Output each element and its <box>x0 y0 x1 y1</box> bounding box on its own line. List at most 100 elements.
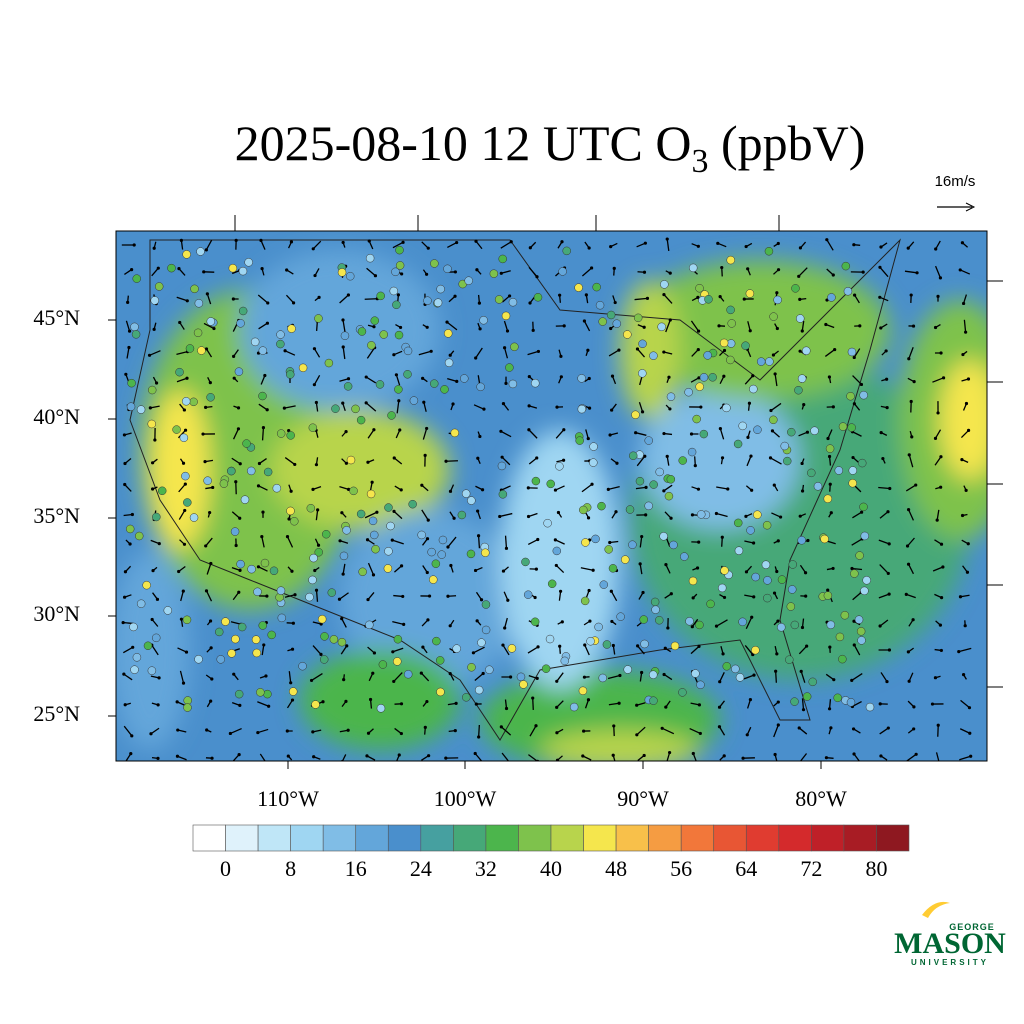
wind-vector-head <box>964 488 968 493</box>
wind-vector <box>339 592 349 600</box>
wind-vector-head <box>232 376 236 380</box>
wind-vector-head <box>256 565 261 569</box>
station <box>648 670 658 679</box>
station <box>375 380 385 389</box>
wind-vector-head <box>509 240 513 244</box>
wind-vector <box>905 484 917 492</box>
colorbar-label: 16 <box>345 856 367 881</box>
wind-vector <box>799 753 808 761</box>
wind-vector <box>475 347 483 359</box>
logo-flame <box>922 901 950 918</box>
wind-vector-head <box>560 240 564 244</box>
wind-vector-head <box>396 293 400 297</box>
wind-vector-head <box>609 326 613 331</box>
station <box>130 665 139 674</box>
wind-vector-head <box>853 293 857 297</box>
station <box>581 538 590 547</box>
wind-vector-head <box>906 508 911 512</box>
station <box>787 585 797 594</box>
station <box>664 491 674 501</box>
station <box>383 564 393 573</box>
wind-vector <box>503 347 509 359</box>
station <box>530 617 540 627</box>
colorbar-swatch <box>550 824 584 852</box>
station <box>172 425 181 434</box>
wind-vector-head <box>210 677 214 681</box>
wind-vector-head <box>775 569 779 574</box>
station <box>143 641 153 651</box>
station <box>365 620 374 630</box>
station <box>695 620 704 630</box>
station <box>430 379 439 388</box>
wind-vector-head <box>149 732 153 736</box>
wind-vector <box>689 727 701 735</box>
station <box>476 382 485 392</box>
station <box>440 385 449 394</box>
wind-vector-head <box>852 752 856 756</box>
wind-vector-head <box>906 246 910 250</box>
stations <box>125 245 875 713</box>
wind-vector-head <box>261 510 265 514</box>
station <box>337 637 347 647</box>
station <box>481 600 491 609</box>
wind-vector-head <box>644 485 648 489</box>
lon-label: 100°W <box>434 786 497 811</box>
wind-vector <box>365 376 377 384</box>
wind-vector <box>123 621 133 625</box>
station <box>850 569 859 578</box>
wind-vector-head <box>531 696 535 700</box>
wind-vector-head <box>212 326 216 331</box>
station <box>560 656 570 666</box>
wind-vector <box>339 294 349 304</box>
station <box>227 466 236 476</box>
station <box>417 530 426 540</box>
station <box>395 245 404 255</box>
wind-vector <box>527 350 539 356</box>
station <box>339 551 349 561</box>
wind-vector-head <box>691 751 695 756</box>
wind-vector-head <box>779 515 783 519</box>
wind-vector-head <box>800 329 804 333</box>
wind-vector-head <box>423 725 427 729</box>
wind-vector-head <box>663 646 667 650</box>
station <box>791 284 800 293</box>
station <box>859 390 868 400</box>
wind-vector-head <box>314 400 318 405</box>
station <box>384 547 393 556</box>
station <box>485 665 494 674</box>
station <box>242 439 251 448</box>
wind-vector-head <box>501 569 506 573</box>
station <box>290 516 299 526</box>
wind-vector <box>665 564 671 574</box>
wind-vector-head <box>558 589 563 593</box>
station <box>423 296 432 305</box>
wind-vector-head <box>285 268 289 272</box>
wind-vector-head <box>610 619 614 624</box>
station <box>467 496 476 505</box>
wind-vector-head <box>939 485 943 489</box>
station <box>474 685 484 695</box>
station <box>175 367 184 377</box>
wind-vector <box>288 671 292 683</box>
station <box>251 635 261 644</box>
wind-vector-head <box>341 401 345 405</box>
wind-vector-head <box>584 293 588 297</box>
station <box>376 291 385 301</box>
wind-vector-head <box>399 702 404 706</box>
wind-vector <box>934 456 942 466</box>
station <box>189 397 198 407</box>
station <box>343 382 353 391</box>
wind-vector <box>284 350 296 356</box>
station <box>219 479 229 488</box>
wind-vector-head <box>714 511 719 516</box>
station <box>628 451 638 460</box>
wind-vector-head <box>121 620 125 625</box>
station <box>311 700 320 709</box>
station <box>230 527 240 536</box>
wind-vector-head <box>581 754 585 758</box>
wind-vector <box>285 294 295 304</box>
station <box>726 355 735 365</box>
station <box>602 640 612 649</box>
wind-vector-head <box>535 275 539 279</box>
wind-vector-head <box>610 374 615 378</box>
